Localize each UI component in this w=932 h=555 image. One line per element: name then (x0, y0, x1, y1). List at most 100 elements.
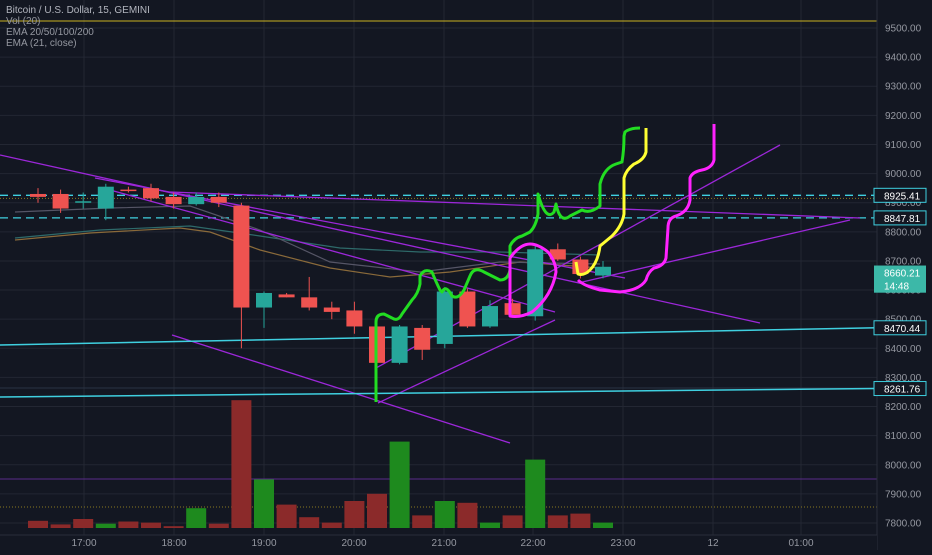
time-tick-label: 18:00 (161, 538, 186, 549)
candle-body (256, 292, 272, 308)
time-tick-label: 12 (707, 538, 719, 549)
price-tag (874, 265, 926, 280)
candle-body (143, 188, 159, 199)
price-tick-label: 8800.00 (885, 227, 922, 238)
candle-body (301, 297, 318, 308)
legend-title: Bitcoin / U.S. Dollar, 15, GEMINI (6, 5, 150, 16)
price-tick-label: 9300.00 (885, 82, 922, 93)
price-tick-label: 9100.00 (885, 140, 922, 151)
price-tag (873, 320, 927, 336)
price-tag (874, 278, 926, 293)
ema-line (14, 205, 601, 273)
time-tick-label: 23:00 (610, 538, 635, 549)
legend: Bitcoin / U.S. Dollar, 15, GEMINI Vol (2… (6, 5, 150, 49)
volume-bar (231, 400, 252, 528)
volume-bar (321, 522, 342, 528)
price-tag-label: 8660.21 (884, 269, 921, 280)
price-tick-label: 9200.00 (885, 111, 922, 122)
volume-bar (547, 515, 568, 528)
volume-bars (28, 400, 613, 528)
volume-bar (593, 522, 613, 528)
support-line (0, 387, 878, 398)
price-tick-label: 8700.00 (885, 256, 922, 267)
candle-body (210, 196, 227, 203)
projection-path (574, 128, 648, 276)
time-tick-label: 22:00 (520, 538, 545, 549)
price-tick-label: 9500.00 (885, 24, 922, 35)
candle-body (527, 249, 544, 317)
candle-body (391, 326, 408, 363)
time-axis-bg (0, 535, 877, 550)
price-tick-label: 8400.00 (885, 344, 922, 355)
legend-volume: Vol (20) (6, 16, 41, 27)
candles (30, 183, 611, 372)
volume-bar (141, 522, 161, 528)
candle-body (97, 186, 114, 209)
candle-body (323, 307, 340, 312)
price-tick-label: 8300.00 (885, 373, 922, 384)
volume-bar (28, 520, 48, 528)
volume-bar (457, 502, 478, 528)
price-tick-label: 9400.00 (885, 53, 922, 64)
candle-body (278, 294, 295, 298)
trend-line (109, 189, 556, 313)
price-tick-label: 8100.00 (885, 431, 922, 442)
projection-path (576, 124, 716, 294)
price-tag-label: 8261.76 (884, 385, 921, 396)
candle-body (188, 196, 205, 205)
candle-body (504, 303, 521, 315)
price-tick-label: 8500.00 (885, 315, 922, 326)
volume-bar (73, 519, 94, 528)
volume-bar (276, 504, 297, 528)
price-tag (873, 210, 927, 226)
volume-bar (95, 523, 116, 528)
price-tag-label: 8925.41 (884, 191, 921, 202)
ema-line (14, 227, 601, 278)
candle-body (233, 205, 250, 308)
projection-path (374, 126, 641, 402)
volume-bar (434, 501, 455, 528)
time-tick-label: 17:00 (71, 538, 96, 549)
candle-body (549, 249, 566, 260)
candle-body (436, 291, 453, 344)
price-tick-label: 8000.00 (885, 460, 922, 471)
price-tick-label: 9000.00 (885, 169, 922, 180)
candle-body (414, 327, 431, 350)
volume-bar (502, 515, 523, 528)
volume-bar (163, 526, 184, 528)
volume-bar (118, 521, 139, 528)
time-tick-label: 21:00 (431, 538, 456, 549)
time-axis: 17:00 18:00 19:00 20:00 21:00 22:00 23:00 12 01:… (0, 534, 877, 550)
volume-bar (412, 515, 433, 528)
trend-line (171, 334, 511, 444)
price-tick-label: 8200.00 (885, 402, 922, 413)
trend-line (577, 219, 851, 284)
drawings (374, 124, 716, 402)
price-tick-label: 7900.00 (885, 489, 922, 500)
volume-bar (186, 508, 207, 528)
volume-bar (525, 459, 546, 528)
time-tick-label: 20:00 (341, 538, 366, 549)
volume-bar (208, 523, 229, 528)
candle-body (346, 310, 363, 327)
price-tag-label: 14:48 (884, 282, 909, 293)
candle-body (165, 196, 182, 205)
candle-body (595, 266, 611, 276)
volume-bar (570, 513, 591, 528)
trend-line (169, 191, 861, 219)
volume-bar (389, 441, 410, 528)
volume-bar (50, 524, 71, 528)
volume-bar (254, 479, 274, 528)
candle-body (120, 189, 137, 192)
time-tick-label: 01:00 (788, 538, 813, 549)
price-tag (873, 187, 927, 203)
candle-body (52, 193, 69, 209)
time-tick-label: 19:00 (251, 538, 276, 549)
price-axis: 9500.00 9400.00 9300.00 9200.00 9100.00 9000.… (873, 0, 932, 550)
candle-body (75, 201, 92, 203)
price-tag-label: 8847.81 (884, 214, 921, 225)
projection-path (508, 242, 558, 318)
price-tick-label: 8900.00 (885, 198, 922, 209)
